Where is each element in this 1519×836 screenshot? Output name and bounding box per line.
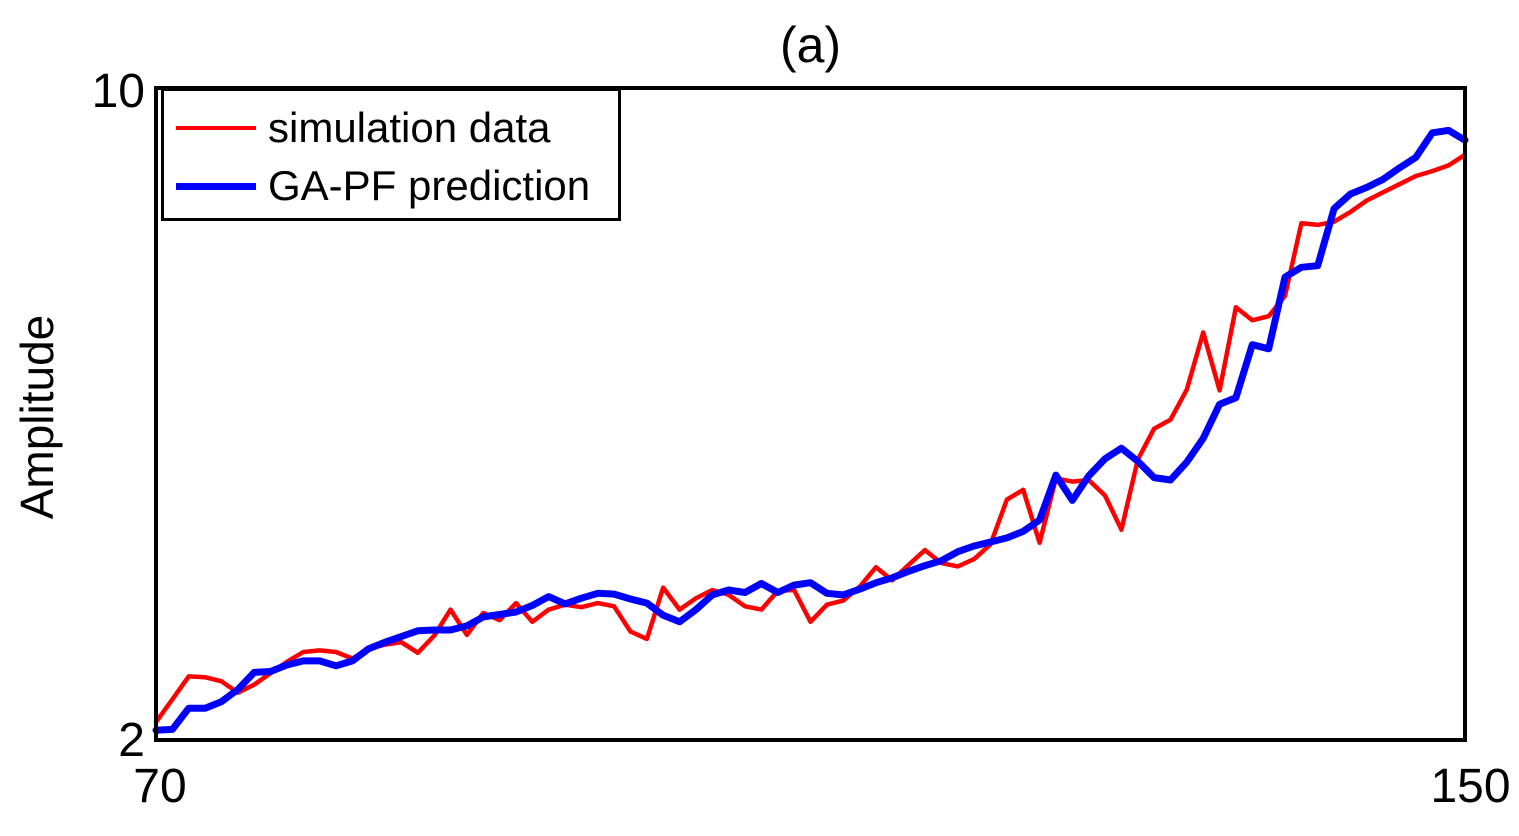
axes-border bbox=[154, 86, 1467, 742]
y-tick-2: 2 bbox=[118, 714, 145, 767]
series-line-ga-pf-prediction bbox=[152, 126, 1469, 734]
legend-item-ga-pf-prediction: GA-PF prediction bbox=[164, 157, 618, 215]
legend-item-simulation-data: simulation data bbox=[164, 99, 618, 157]
legend-line-icon-blue bbox=[176, 182, 256, 190]
y-axis-label: Amplitude bbox=[11, 314, 63, 520]
legend-label-ga-pf-prediction: GA-PF prediction bbox=[268, 162, 591, 209]
series-line-simulation-data bbox=[153, 152, 1468, 725]
chart-title: (a) bbox=[779, 17, 842, 73]
y-tick-10: 10 bbox=[91, 65, 145, 118]
x-tick-150: 150 bbox=[1430, 760, 1511, 813]
x-tick-70: 70 bbox=[133, 760, 187, 813]
legend-box: simulation data GA-PF prediction bbox=[161, 88, 621, 221]
legend-label-simulation-data: simulation data bbox=[268, 104, 551, 151]
legend-line-icon-red bbox=[176, 126, 256, 130]
